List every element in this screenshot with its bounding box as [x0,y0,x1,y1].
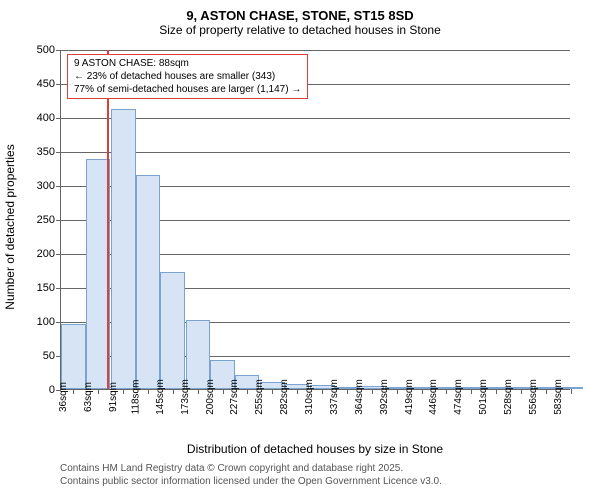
xtick-label: 419sqm [404,379,415,415]
xtick-label: 63sqm [83,382,94,412]
xtick-mark [546,389,547,394]
histogram-bar [136,175,161,389]
ytick-label: 500 [37,44,61,56]
xtick-mark [347,389,348,394]
chart-title: 9, ASTON CHASE, STONE, ST15 8SD [0,0,600,23]
plot-area: 05010015020025030035040045050036sqm63sqm… [60,50,570,390]
xtick-mark [471,389,472,394]
histogram-bar [160,272,185,389]
ytick-label: 250 [37,214,61,226]
xtick-label: 118sqm [131,380,142,415]
annotation-line-1: 9 ASTON CHASE: 88sqm [74,57,301,70]
histogram-bar [111,109,136,389]
footer-text: Contains HM Land Registry data © Crown c… [60,462,442,488]
ytick-label: 350 [37,146,61,158]
xtick-label: 528sqm [503,379,514,415]
ytick-label: 300 [37,180,61,192]
xtick-label: 501sqm [478,379,489,415]
xtick-mark [247,389,248,394]
xtick-label: 337sqm [329,379,340,415]
xtick-label: 282sqm [279,379,290,415]
gridline [61,118,570,119]
ytick-label: 200 [37,248,61,260]
xtick-label: 583sqm [553,379,564,415]
xtick-label: 556sqm [528,379,539,415]
xtick-mark [173,389,174,394]
chart-subtitle: Size of property relative to detached ho… [0,23,600,41]
xtick-mark [148,389,149,394]
xtick-label: 310sqm [304,379,315,415]
xtick-mark [397,389,398,394]
ytick-label: 450 [37,78,61,90]
xtick-mark [521,389,522,394]
ytick-label: 150 [37,282,61,294]
xtick-label: 392sqm [379,379,390,415]
xtick-label: 145sqm [155,379,166,415]
xtick-label: 36sqm [58,382,69,412]
xtick-mark [422,389,423,394]
chart-container: 9, ASTON CHASE, STONE, ST15 8SD Size of … [0,0,600,500]
xtick-label: 200sqm [205,379,216,415]
xtick-mark [496,389,497,394]
xtick-mark [223,389,224,394]
ytick-label: 100 [37,316,61,328]
xtick-mark [272,389,273,394]
xtick-mark [73,389,74,394]
xtick-mark [297,389,298,394]
footer-line-1: Contains HM Land Registry data © Crown c… [60,462,442,475]
xtick-mark [123,389,124,394]
gridline [61,152,570,153]
xtick-mark [571,389,572,394]
annotation-box: 9 ASTON CHASE: 88sqm← 23% of detached ho… [67,54,308,99]
xtick-mark [98,389,99,394]
annotation-line-3: 77% of semi-detached houses are larger (… [74,83,301,96]
xtick-label: 364sqm [354,379,365,415]
y-axis-label: Number of detached properties [3,127,17,327]
xtick-label: 91sqm [108,382,119,412]
xtick-label: 446sqm [429,379,440,415]
xtick-mark [446,389,447,394]
gridline [61,50,570,51]
marker-line [107,50,109,389]
annotation-line-2: ← 23% of detached houses are smaller (34… [74,70,301,83]
ytick-label: 400 [37,112,61,124]
ytick-label: 50 [43,350,61,362]
x-axis-label: Distribution of detached houses by size … [60,442,570,456]
xtick-mark [322,389,323,394]
footer-line-2: Contains public sector information licen… [60,475,442,488]
xtick-label: 227sqm [230,379,241,415]
xtick-label: 173sqm [180,379,191,415]
xtick-mark [198,389,199,394]
xtick-mark [372,389,373,394]
histogram-bar [61,324,86,389]
xtick-label: 255sqm [255,379,266,415]
xtick-label: 474sqm [453,379,464,415]
